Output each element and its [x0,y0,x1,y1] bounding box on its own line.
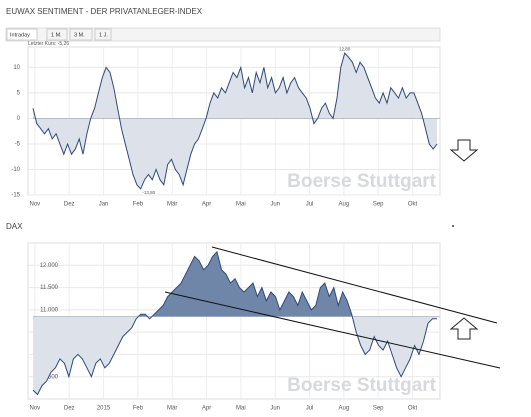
y-tick-label: 5 [17,91,21,97]
y-tick-label: -10 [11,167,20,173]
x-tick-label: Mär [167,202,177,208]
last-price: Letzter Kurs: -5,26 [28,41,69,47]
x-tick-label: Sep [373,202,384,208]
tab-label[interactable]: 1 M. [51,32,62,38]
x-tick-label: 2015 [97,406,111,412]
x-tick-label: Dez [64,406,75,412]
x-tick-label: Mär [167,406,177,412]
area-fill-above [138,251,353,317]
y-tick-label: 10 [13,65,20,71]
tab-label[interactable]: Intraday [10,32,30,38]
y-tick-label: -5 [15,142,21,148]
x-tick-label: Aug [339,202,350,208]
dot [452,225,454,227]
watermark: Boerse Stuttgart [287,171,437,192]
down-arrow [449,139,479,162]
tab-bar [5,27,441,42]
tab[interactable] [69,28,93,41]
y-tick-label: 12.000 [40,263,59,269]
area-fill-above [33,53,437,119]
x-tick-label: Okt [408,406,418,412]
x-tick-label: Apr [202,202,211,208]
max-label: 12,80 [339,46,351,51]
chart-title: DAX [6,222,23,231]
up-arrow [449,317,479,340]
y-tick-label: 9.500 [43,374,59,380]
chart-title: EUWAX SENTIMENT - DER PRIVATANLEGER-INDE… [6,7,203,16]
y-tick-label: 0 [17,116,21,122]
watermark: Boerse Stuttgart [287,375,437,396]
x-tick-label: Apr [202,406,211,412]
y-tick-label: 11.500 [40,285,59,291]
x-tick-label: Jan [99,202,109,208]
x-tick-label: Feb [133,406,144,412]
tab[interactable] [46,28,68,41]
x-tick-label: Sep [373,406,384,412]
x-tick-label: Dez [64,202,75,208]
x-tick-label: Jun [270,406,280,412]
tab-label[interactable]: 3 M. [74,32,85,38]
x-tick-label: Feb [133,202,144,208]
charts: Nov Dez Jan Feb Mär Apr Mai Jun Jul Aug Sep Okt 10 5 0… [11,46,441,412]
x-tick-label: Okt [408,202,418,208]
x-tick-label: Mai [236,406,246,412]
x-tick-label: Nov [30,406,41,412]
x-tick-label: Jul [306,202,314,208]
tab[interactable] [6,28,38,41]
area-fill-below [35,118,437,189]
x-tick-label: Aug [339,406,350,412]
tab[interactable] [94,28,112,41]
trend-line [211,246,498,324]
tab-label[interactable]: 1 J. [99,32,108,38]
x-tick-label: Jul [306,406,314,412]
x-tick-label: Mai [236,202,246,208]
trend-line [164,291,501,369]
x-tick-label: Nov [30,202,41,208]
min-label: -13,80 [142,190,155,195]
y-tick-label: 11.000 [40,307,59,313]
x-tick-label: Jun [270,202,280,208]
y-tick-label: -15 [11,193,20,199]
area-fill-below [33,316,437,395]
line [32,52,438,190]
line [32,250,437,396]
